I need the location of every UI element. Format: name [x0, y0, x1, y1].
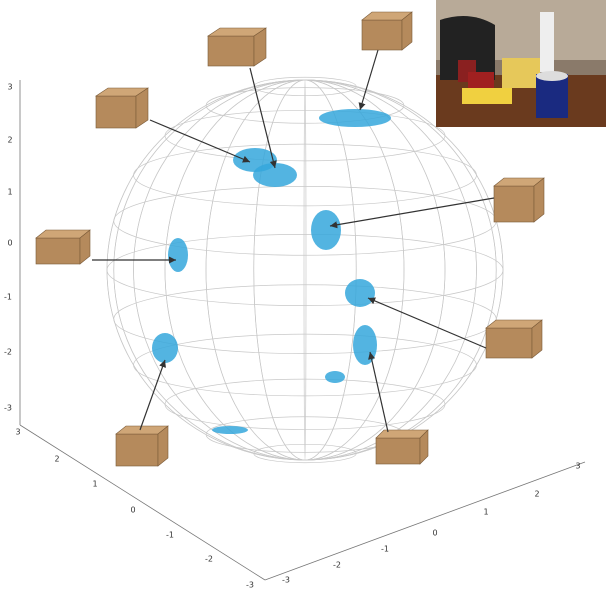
y-tick-label: 2 [534, 490, 539, 499]
longitude [106, 79, 504, 461]
z-tick-label: -1 [4, 293, 12, 302]
x-tick-label: -3 [246, 581, 254, 590]
longitude [133, 79, 477, 461]
longitude [253, 79, 357, 461]
latitude [133, 143, 477, 207]
longitude [205, 79, 405, 461]
blobs [152, 109, 391, 434]
z-tick-label: 2 [7, 136, 12, 145]
x-tick-label: -1 [166, 531, 174, 540]
y-tick-label: 1 [483, 508, 488, 517]
photo-inset [436, 0, 606, 127]
x-tick-label: -2 [205, 555, 213, 564]
z-tick-label: -3 [4, 404, 12, 413]
x-tick-label: 1 [92, 480, 97, 489]
z-tick-label: 1 [7, 188, 12, 197]
x-tick-label: 3 [15, 428, 20, 437]
longitude [113, 79, 497, 461]
x-tick-label: 0 [130, 506, 135, 515]
x-tick-label: 2 [54, 455, 59, 464]
y-tick-label: -3 [282, 576, 290, 585]
z-tick-label: -2 [4, 348, 12, 357]
z-tick-label: 0 [7, 239, 12, 248]
y-tick-label: -2 [333, 561, 341, 570]
latitude [164, 110, 446, 162]
blocks [35, 11, 545, 467]
sphere-outline [106, 79, 504, 461]
latitude [164, 378, 446, 430]
longitude [164, 79, 446, 461]
tick-labels: 3 2 1 0 -1 -2 -3 3 2 1 0 -1 -2 -3 -3 -2 -1 0 1 2 3 [4, 83, 581, 590]
axes-box [19, 80, 586, 581]
sphere-wireframe [106, 76, 504, 464]
z-tick-label: 3 [7, 83, 12, 92]
y-tick-label: -1 [381, 545, 389, 554]
longitude [205, 79, 405, 461]
longitude [164, 79, 446, 461]
y-tick-label: 3 [575, 462, 580, 471]
longitude [133, 79, 477, 461]
y-tick-label: 0 [432, 529, 437, 538]
longitude [303, 79, 307, 461]
longitude [253, 79, 357, 461]
arrows [92, 49, 495, 433]
longitude [113, 79, 497, 461]
latitude [133, 333, 477, 397]
